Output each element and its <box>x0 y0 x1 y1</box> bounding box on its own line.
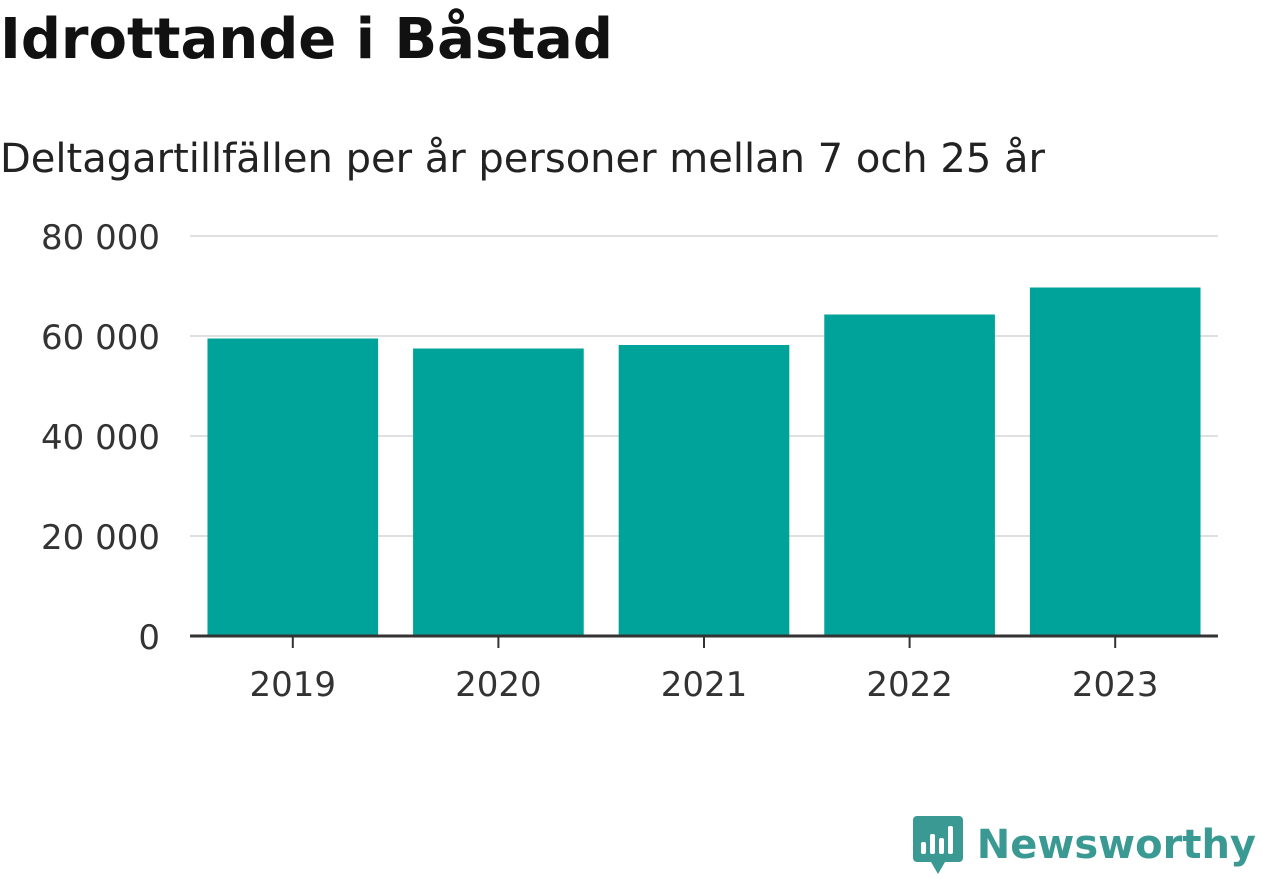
brand-logo: Newsworthy <box>912 815 1256 875</box>
bar-2022 <box>824 314 995 636</box>
x-tick-label: 2019 <box>250 665 337 705</box>
chart-title: Idrottande i Båstad <box>0 7 613 72</box>
bars <box>207 287 1201 636</box>
brand-name: Newsworthy <box>976 822 1256 868</box>
y-axis-labels: 0 20 000 40 000 60 000 80 000 <box>41 218 160 658</box>
newsworthy-logo-icon <box>912 816 963 874</box>
bar-2020 <box>413 348 584 636</box>
x-tick-label: 2022 <box>866 665 953 705</box>
y-tick-label: 60 000 <box>41 318 160 358</box>
bar-2021 <box>618 345 790 636</box>
x-tick-label: 2020 <box>455 665 542 705</box>
x-tick-label: 2023 <box>1072 665 1159 705</box>
x-tick-label: 2021 <box>661 665 748 705</box>
y-tick-label: 20 000 <box>41 518 160 558</box>
y-tick-label: 40 000 <box>41 418 160 458</box>
chart-subtitle: Deltagartillfällen per år personer mella… <box>0 136 1045 182</box>
bar-2019 <box>207 338 379 636</box>
bar-2023 <box>1029 287 1201 636</box>
x-axis <box>190 634 1218 648</box>
y-tick-label: 80 000 <box>41 218 160 258</box>
y-tick-label: 0 <box>138 618 160 658</box>
x-axis-labels: 2019 2020 2021 2022 2023 <box>250 665 1159 705</box>
